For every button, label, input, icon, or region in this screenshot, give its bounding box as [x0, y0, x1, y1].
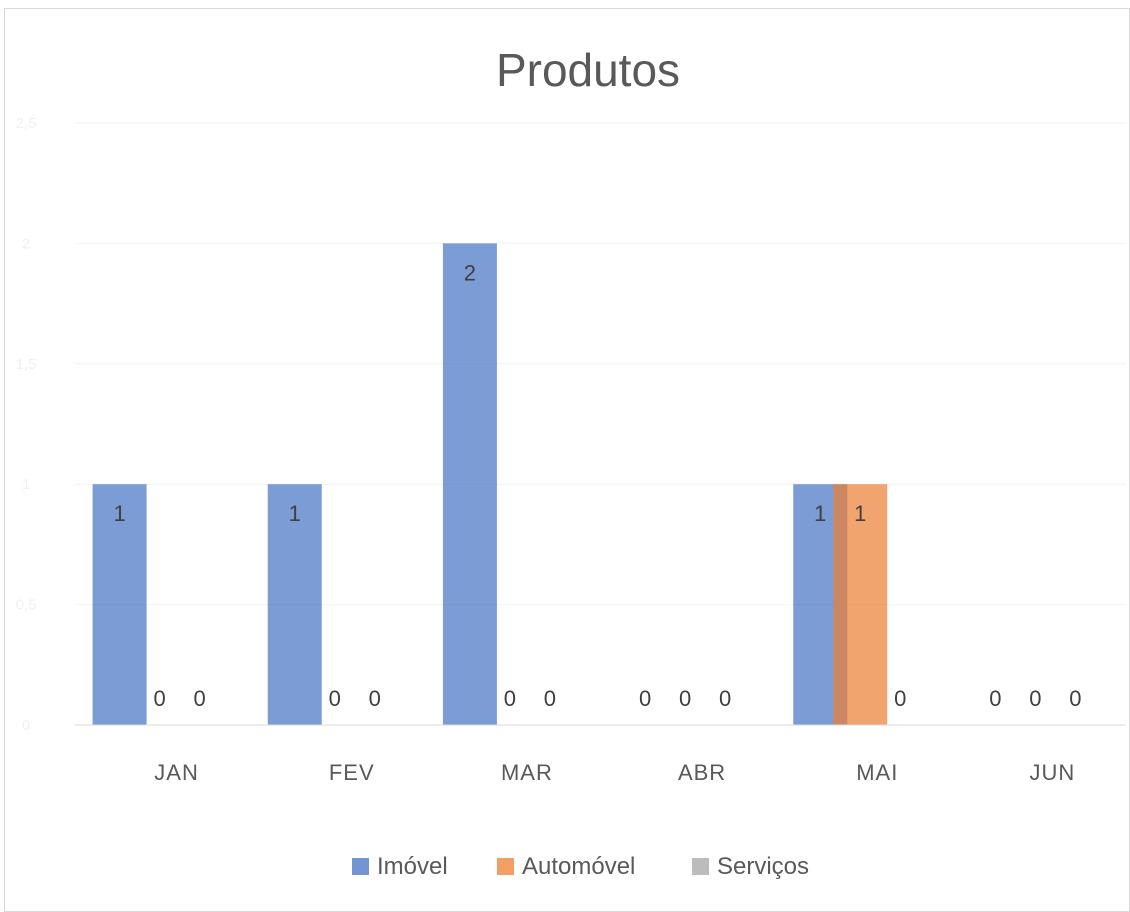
data-label-0-4: 1 [814, 501, 826, 526]
legend-label: Imóvel [377, 853, 448, 880]
y-tick-label: 2,5 [16, 115, 37, 132]
x-tick-label: MAR [501, 760, 553, 785]
data-labels: 1 0 0 1 0 0 2 0 0 0 0 0 1 1 0 0 0 0 [113, 260, 1081, 711]
chart-frame [4, 8, 1130, 912]
x-tick-label: JUN [1030, 760, 1076, 785]
gridlines [75, 122, 1126, 606]
legend: Imóvel Automóvel Serviços [352, 853, 809, 880]
data-label-1-4: 1 [854, 501, 866, 526]
y-tick-label: 0 [22, 717, 30, 734]
data-label-1-0: 0 [153, 686, 165, 711]
data-label-2-4: 0 [894, 686, 906, 711]
data-label-2-2: 0 [544, 686, 556, 711]
data-label-1-2: 0 [504, 686, 516, 711]
x-tick-label: MAI [856, 760, 898, 785]
legend-label: Serviços [717, 853, 809, 880]
data-label-1-5: 0 [1029, 686, 1041, 711]
bar-0-0 [92, 484, 147, 725]
bar-0-1 [267, 484, 322, 725]
bar-0-2 [442, 243, 497, 725]
data-label-1-1: 0 [329, 686, 341, 711]
legend-label: Automóvel [522, 853, 635, 880]
y-axis-ticks: 0 0,5 1 1,5 2 2,5 [16, 115, 37, 734]
x-axis-ticks: JAN FEV MAR ABR MAI JUN [154, 760, 1076, 785]
data-label-0-0: 1 [113, 501, 125, 526]
data-label-1-3: 0 [679, 686, 691, 711]
data-label-2-0: 0 [193, 686, 205, 711]
data-label-0-1: 1 [289, 501, 301, 526]
data-label-0-3: 0 [639, 686, 651, 711]
data-label-0-2: 2 [464, 260, 476, 285]
data-label-2-3: 0 [719, 686, 731, 711]
y-tick-label: 1,5 [16, 356, 37, 373]
y-tick-label: 1 [22, 476, 30, 493]
legend-swatch [352, 858, 369, 875]
x-tick-label: FEV [329, 760, 375, 785]
bar-1-4 [833, 484, 888, 725]
bars [92, 243, 888, 725]
x-tick-label: ABR [678, 760, 726, 785]
data-label-0-5: 0 [989, 686, 1001, 711]
legend-swatch [692, 858, 709, 875]
data-label-2-5: 0 [1069, 686, 1081, 711]
data-label-2-1: 0 [369, 686, 381, 711]
x-tick-label: JAN [154, 760, 199, 785]
chart-title: Produtos [496, 44, 680, 96]
legend-swatch [497, 858, 514, 875]
y-tick-label: 2 [22, 235, 30, 252]
y-tick-label: 0,5 [16, 597, 37, 614]
